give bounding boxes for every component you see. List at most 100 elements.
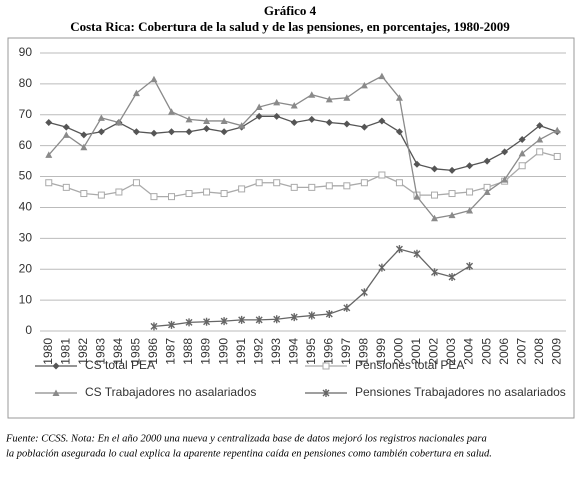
marker bbox=[395, 245, 403, 254]
marker bbox=[466, 162, 474, 170]
x-tick-label: 1986 bbox=[146, 338, 160, 365]
marker bbox=[273, 179, 281, 187]
marker bbox=[536, 122, 544, 130]
x-tick-label: 1990 bbox=[216, 338, 230, 365]
x-tick-label: 1984 bbox=[111, 338, 125, 365]
x-tick-label: 1980 bbox=[41, 338, 55, 365]
marker bbox=[220, 117, 228, 124]
y-tick-label: 60 bbox=[19, 138, 33, 152]
marker bbox=[45, 119, 53, 126]
y-tick-label: 50 bbox=[19, 169, 33, 183]
marker bbox=[273, 112, 281, 120]
note-line: Fuente: CCSS. Nota: En el año 2000 una n… bbox=[5, 433, 487, 444]
marker bbox=[308, 91, 316, 98]
marker bbox=[466, 262, 474, 271]
marker bbox=[255, 179, 263, 187]
x-tick-label: 1999 bbox=[374, 338, 388, 365]
marker bbox=[536, 135, 544, 143]
marker bbox=[483, 188, 491, 195]
marker bbox=[431, 268, 438, 277]
marker bbox=[115, 119, 123, 126]
x-tick-label: 2009 bbox=[549, 338, 563, 365]
marker bbox=[325, 310, 333, 319]
note-line: la población asegurada lo cual explica l… bbox=[6, 448, 492, 459]
marker bbox=[413, 193, 421, 200]
marker bbox=[150, 322, 158, 331]
marker bbox=[448, 272, 456, 281]
marker bbox=[501, 148, 509, 156]
marker bbox=[203, 317, 211, 326]
y-tick-label: 70 bbox=[19, 107, 33, 121]
chart-title: Gráfico 4 bbox=[264, 3, 317, 18]
marker bbox=[466, 207, 474, 214]
x-tick-label: 2000 bbox=[392, 338, 406, 365]
marker bbox=[322, 389, 330, 397]
x-tick-label: 1982 bbox=[76, 338, 90, 365]
marker bbox=[378, 263, 386, 272]
x-tick-label: 2007 bbox=[514, 338, 528, 365]
x-tick-label: 1988 bbox=[181, 338, 195, 365]
marker bbox=[115, 188, 123, 196]
marker bbox=[518, 162, 526, 170]
marker bbox=[360, 288, 368, 297]
marker bbox=[360, 179, 368, 187]
marker bbox=[273, 315, 281, 324]
marker bbox=[203, 188, 211, 196]
marker bbox=[325, 119, 333, 126]
marker bbox=[132, 128, 140, 136]
marker bbox=[518, 149, 526, 157]
marker bbox=[168, 128, 175, 136]
legend-label: Pensiones Trabajadores no asalariados bbox=[355, 385, 566, 399]
x-tick-label: 2004 bbox=[462, 338, 476, 365]
series-line bbox=[48, 75, 558, 219]
marker bbox=[290, 313, 298, 322]
y-tick-label: 30 bbox=[19, 231, 33, 245]
x-tick-label: 1994 bbox=[286, 338, 300, 365]
marker bbox=[238, 315, 246, 324]
marker bbox=[518, 135, 526, 143]
marker bbox=[185, 115, 193, 123]
marker bbox=[448, 166, 456, 174]
y-tick-label: 40 bbox=[19, 200, 33, 214]
x-tick-label: 1991 bbox=[234, 338, 248, 365]
marker bbox=[238, 185, 246, 193]
x-tick-label: 1992 bbox=[251, 338, 265, 365]
marker bbox=[378, 117, 386, 125]
marker bbox=[343, 120, 351, 128]
marker bbox=[290, 102, 298, 109]
marker bbox=[80, 143, 88, 151]
marker bbox=[97, 128, 105, 136]
marker bbox=[220, 128, 228, 136]
marker bbox=[132, 179, 140, 187]
x-tick-label: 1997 bbox=[339, 338, 353, 365]
x-tick-label: 1989 bbox=[199, 338, 213, 365]
marker bbox=[52, 362, 60, 370]
marker bbox=[203, 117, 211, 124]
marker bbox=[203, 125, 211, 133]
marker bbox=[308, 183, 316, 191]
legend-label: CS Trabajadores no asalariados bbox=[85, 385, 256, 399]
series-line bbox=[48, 151, 558, 198]
marker bbox=[413, 249, 421, 258]
marker bbox=[553, 126, 561, 134]
marker bbox=[185, 190, 193, 198]
marker bbox=[378, 72, 386, 80]
marker bbox=[255, 103, 263, 111]
marker bbox=[255, 315, 263, 324]
marker bbox=[466, 188, 474, 196]
marker bbox=[343, 303, 351, 312]
marker bbox=[220, 317, 228, 326]
x-tick-label: 2005 bbox=[479, 338, 493, 365]
marker bbox=[360, 81, 368, 89]
marker bbox=[413, 160, 421, 168]
marker bbox=[97, 114, 105, 121]
marker bbox=[483, 157, 491, 165]
marker bbox=[395, 94, 403, 101]
y-tick-label: 90 bbox=[19, 45, 33, 59]
marker bbox=[62, 131, 70, 138]
legend-label: Pensiones total PEA bbox=[355, 358, 464, 372]
marker bbox=[168, 193, 175, 201]
x-tick-label: 2003 bbox=[444, 338, 458, 365]
marker bbox=[62, 123, 70, 131]
